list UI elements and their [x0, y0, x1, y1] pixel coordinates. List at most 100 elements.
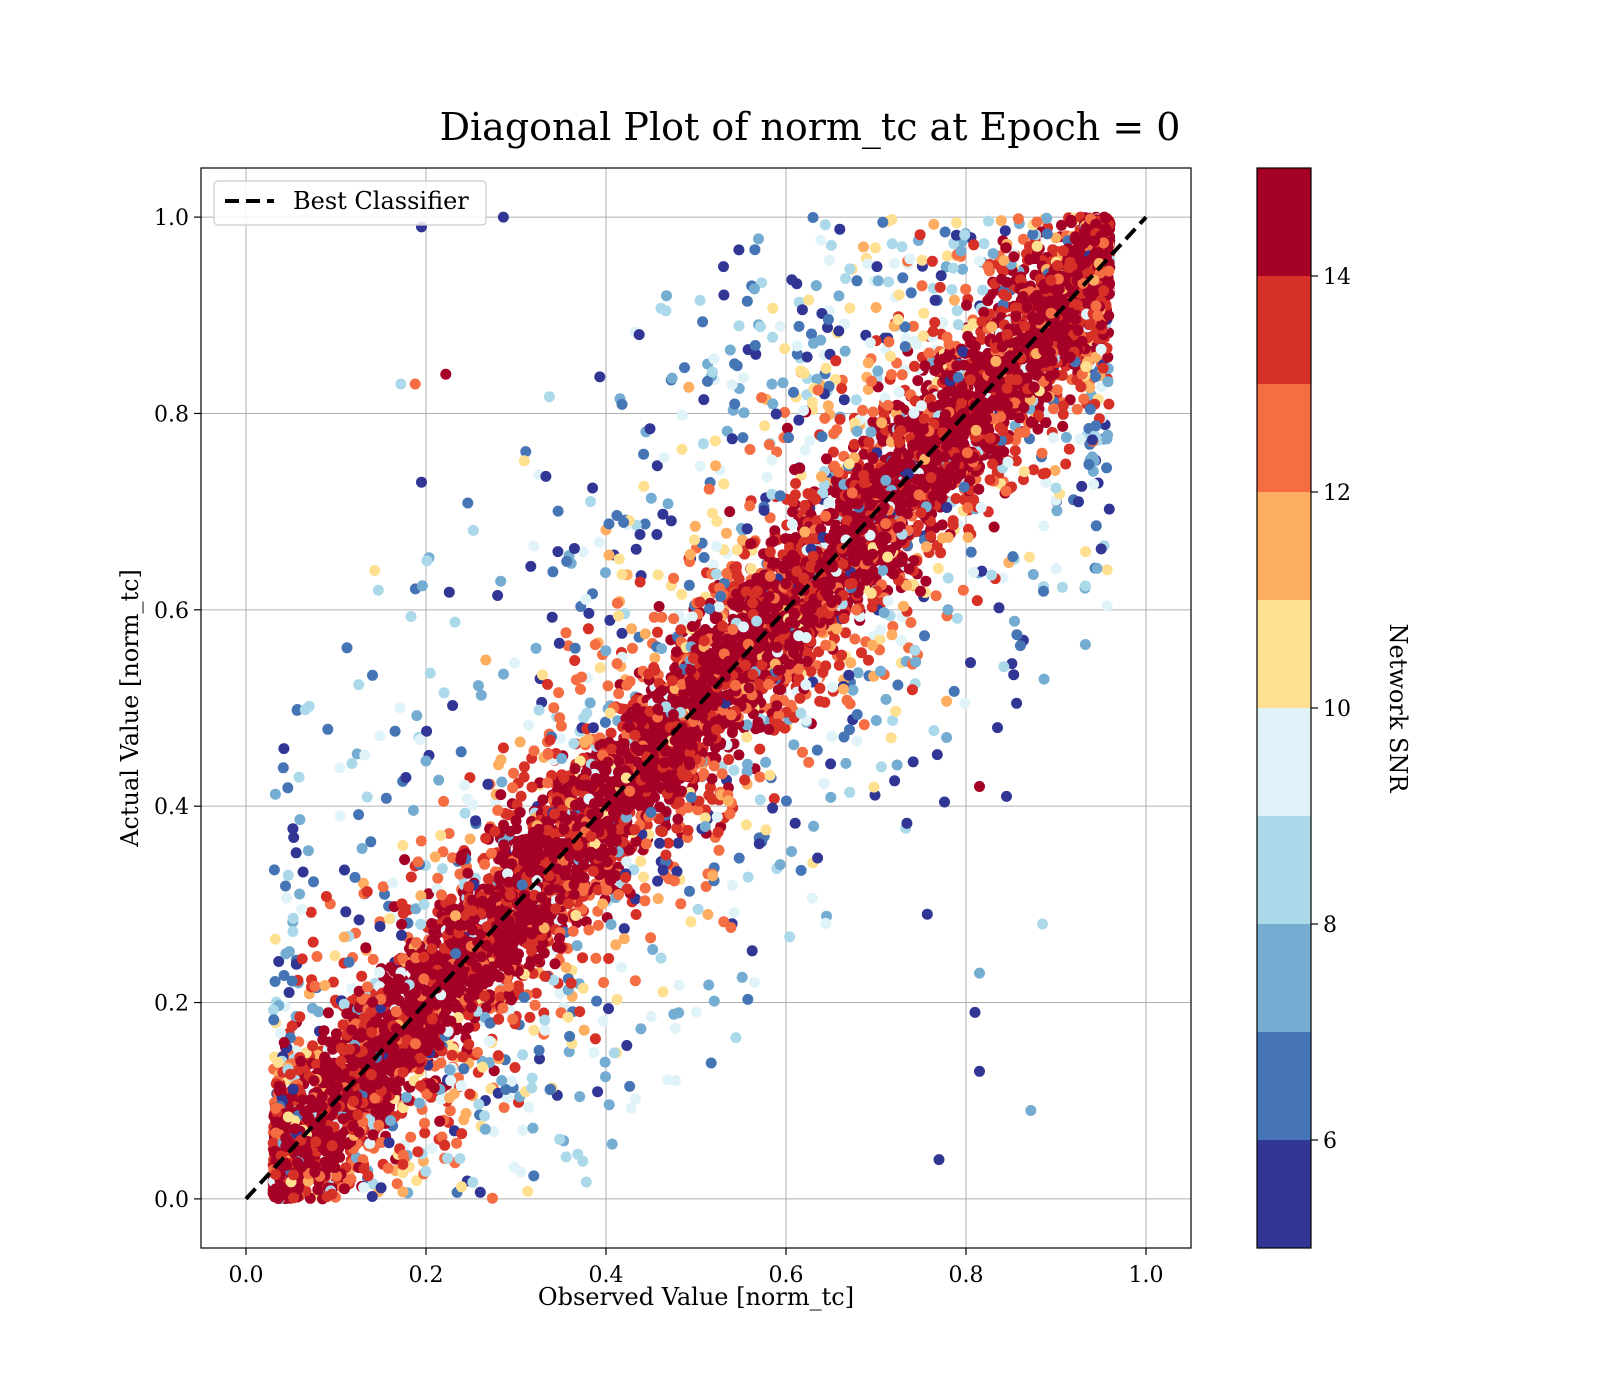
scatter-point — [1040, 417, 1052, 429]
scatter-point — [459, 779, 471, 791]
scatter-point — [811, 744, 823, 756]
scatter-point — [1057, 408, 1069, 420]
scatter-point — [702, 375, 713, 387]
scatter-point — [458, 1063, 470, 1075]
scatter-point — [307, 1040, 319, 1052]
scatter-point — [346, 758, 358, 769]
scatter-point — [547, 566, 559, 578]
scatter-point — [644, 423, 656, 435]
scatter-point — [1002, 456, 1014, 468]
scatter-point — [1090, 371, 1102, 383]
scatter-point — [819, 412, 831, 424]
scatter-point — [877, 216, 889, 228]
scatter-point — [1063, 443, 1075, 455]
scatter-point — [375, 1182, 387, 1194]
scatter-point — [482, 778, 494, 790]
scatter-point — [982, 261, 994, 273]
scatter-point — [993, 602, 1005, 614]
scatter-point — [822, 400, 834, 412]
scatter-point — [1011, 629, 1023, 641]
scatter-point — [749, 244, 761, 256]
scatter-point — [926, 255, 938, 267]
scatter-point — [282, 782, 294, 794]
scatter-point — [496, 776, 508, 788]
scatter-point — [673, 979, 685, 991]
scatter-point — [294, 888, 306, 900]
scatter-point — [1048, 403, 1059, 415]
scatter-point — [838, 683, 849, 695]
scatter-point — [707, 870, 719, 882]
scatter-point — [569, 642, 581, 654]
scatter-point — [768, 535, 779, 547]
scatter-point — [692, 903, 704, 915]
scatter-point — [822, 314, 834, 325]
scatter-point — [886, 238, 898, 250]
scatter-point — [387, 877, 399, 889]
scatter-point — [638, 871, 649, 883]
scatter-point — [896, 369, 908, 381]
scatter-point — [561, 555, 573, 567]
scatter-point — [603, 953, 615, 964]
scatter-point — [830, 487, 842, 498]
scatter-point — [602, 680, 614, 692]
scatter-point — [961, 299, 972, 311]
scatter-point — [722, 795, 734, 807]
scatter-point — [507, 782, 519, 794]
scatter-point — [711, 515, 723, 527]
scatter-point — [639, 628, 651, 640]
scatter-point — [927, 326, 939, 337]
scatter-point — [435, 1057, 447, 1069]
scatter-point — [816, 431, 828, 443]
scatter-point — [1084, 382, 1096, 394]
scatter-point — [1080, 361, 1092, 372]
scatter-point — [675, 624, 687, 636]
scatter-point — [833, 659, 845, 671]
scatter-point — [295, 1055, 307, 1067]
scatter-point — [874, 633, 886, 645]
scatter-point — [1057, 400, 1069, 412]
scatter-point — [384, 913, 396, 925]
scatter-point — [668, 613, 680, 625]
scatter-point — [724, 808, 736, 820]
scatter-point — [801, 351, 813, 363]
scatter-point — [446, 1049, 458, 1061]
scatter-point — [296, 953, 308, 965]
scatter-point — [730, 561, 742, 573]
scatter-point — [815, 471, 827, 483]
scatter-point — [560, 962, 572, 973]
scatter-point — [971, 595, 983, 607]
scatter-point — [601, 884, 613, 896]
scatter-point — [299, 704, 311, 716]
scatter-point — [560, 627, 572, 639]
scatter-point — [998, 288, 1009, 300]
scatter-point — [477, 1061, 489, 1073]
scatter-point — [919, 630, 930, 642]
scatter-point — [594, 662, 606, 674]
scatter-point — [709, 435, 721, 447]
scatter-point — [917, 330, 929, 342]
scatter-point — [411, 710, 423, 722]
scatter-point — [360, 942, 372, 954]
scatter-point — [875, 665, 887, 677]
scatter-point — [611, 510, 623, 521]
scatter-point — [603, 518, 615, 530]
scatter-point — [890, 705, 902, 717]
scatter-point — [800, 679, 812, 691]
scatter-point — [998, 255, 1010, 266]
scatter-point — [280, 948, 292, 960]
scatter-point — [892, 314, 904, 325]
scatter-point — [858, 241, 869, 253]
scatter-point — [411, 1175, 423, 1187]
scatter-point — [492, 590, 504, 601]
scatter-point — [457, 1051, 469, 1063]
scatter-point — [592, 1086, 604, 1098]
scatter-point — [479, 1110, 491, 1122]
scatter-point — [391, 1178, 403, 1190]
scatter-point — [518, 761, 530, 773]
scatter-point — [1038, 585, 1049, 597]
scatter-point — [613, 889, 624, 901]
scatter-point — [910, 656, 922, 668]
scatter-point — [307, 1002, 318, 1014]
scatter-point — [780, 795, 792, 807]
scatter-point — [613, 553, 625, 565]
